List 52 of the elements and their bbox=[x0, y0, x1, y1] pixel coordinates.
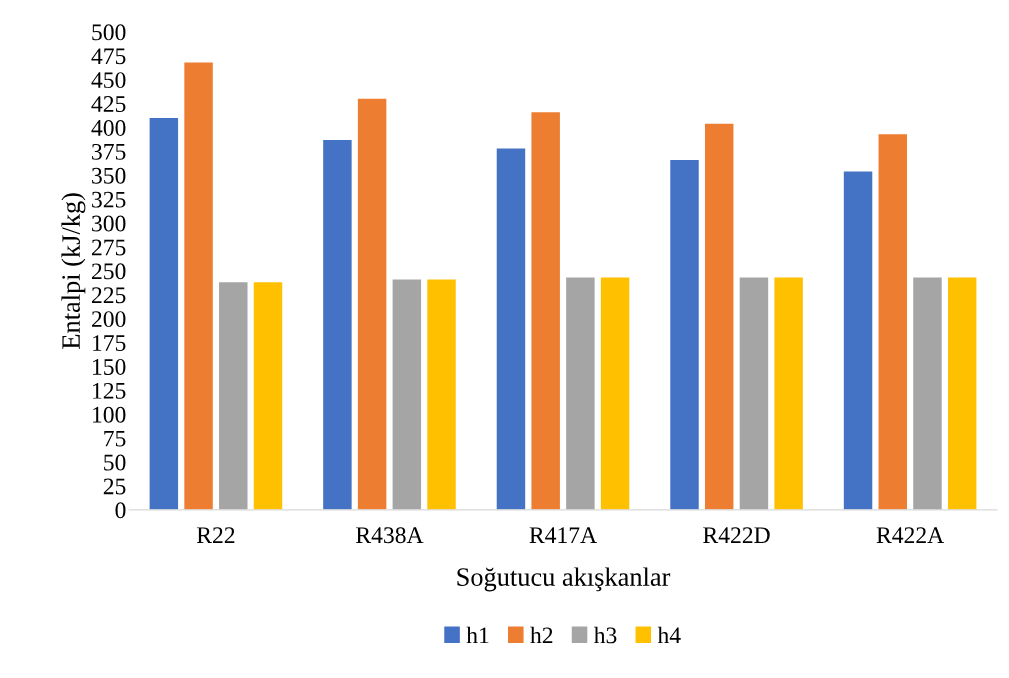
legend-label: h4 bbox=[657, 626, 681, 644]
y-tick-label: 50 bbox=[104, 454, 126, 471]
y-tick-label: 225 bbox=[91, 287, 126, 304]
bar bbox=[600, 277, 630, 510]
bar bbox=[496, 148, 526, 510]
y-tick-label: 275 bbox=[91, 239, 126, 256]
bar bbox=[913, 277, 942, 510]
y-tick-label: 200 bbox=[91, 311, 126, 328]
bar bbox=[739, 277, 769, 510]
bar bbox=[323, 139, 352, 510]
y-tick-label: 100 bbox=[93, 406, 126, 423]
legend-label: h3 bbox=[593, 626, 617, 644]
x-tick-label: R417A bbox=[529, 527, 597, 543]
y-tick-label: 0 bbox=[115, 502, 126, 519]
bar bbox=[184, 62, 213, 510]
x-tick-label: R22 bbox=[196, 527, 235, 543]
y-tick-label: 375 bbox=[92, 143, 126, 160]
bar bbox=[566, 277, 595, 510]
y-tick-label: 75 bbox=[104, 430, 126, 447]
x-tick-label: R438A bbox=[356, 527, 424, 544]
x-tick-label: R422D bbox=[703, 527, 770, 543]
y-tick-label: 25 bbox=[103, 478, 126, 495]
y-tick-label: 125 bbox=[93, 382, 126, 399]
bar bbox=[774, 277, 803, 510]
bar bbox=[704, 123, 734, 510]
bar bbox=[843, 171, 873, 510]
bar bbox=[253, 282, 283, 510]
bar bbox=[219, 282, 248, 510]
x-axis-title: Soğutucu akışkanlar bbox=[457, 567, 671, 592]
y-tick-label: 400 bbox=[91, 119, 126, 136]
bar bbox=[670, 159, 699, 510]
bar bbox=[149, 117, 179, 510]
y-tick-label: 450 bbox=[91, 72, 126, 89]
bar bbox=[357, 98, 387, 510]
y-tick-label: 250 bbox=[91, 263, 126, 280]
bar bbox=[947, 277, 977, 510]
y-tick-label: 175 bbox=[93, 335, 126, 351]
y-tick-label: 300 bbox=[92, 215, 126, 232]
y-tick-label: 350 bbox=[92, 167, 126, 184]
legend-label: h1 bbox=[466, 626, 489, 644]
bar bbox=[878, 134, 907, 510]
y-tick-label: 150 bbox=[93, 358, 126, 375]
y-tick-label: 425 bbox=[91, 96, 126, 112]
y-tick-label: 500 bbox=[92, 24, 126, 41]
bar bbox=[531, 112, 560, 510]
x-tick-label: R422A bbox=[876, 527, 945, 543]
y-tick-label: 475 bbox=[91, 48, 126, 65]
bar bbox=[427, 279, 456, 510]
y-axis-title: Entalpi (kJ/kg) bbox=[61, 193, 86, 349]
bar bbox=[392, 279, 422, 510]
legend-label: h2 bbox=[530, 626, 553, 644]
y-tick-label: 325 bbox=[92, 191, 126, 208]
